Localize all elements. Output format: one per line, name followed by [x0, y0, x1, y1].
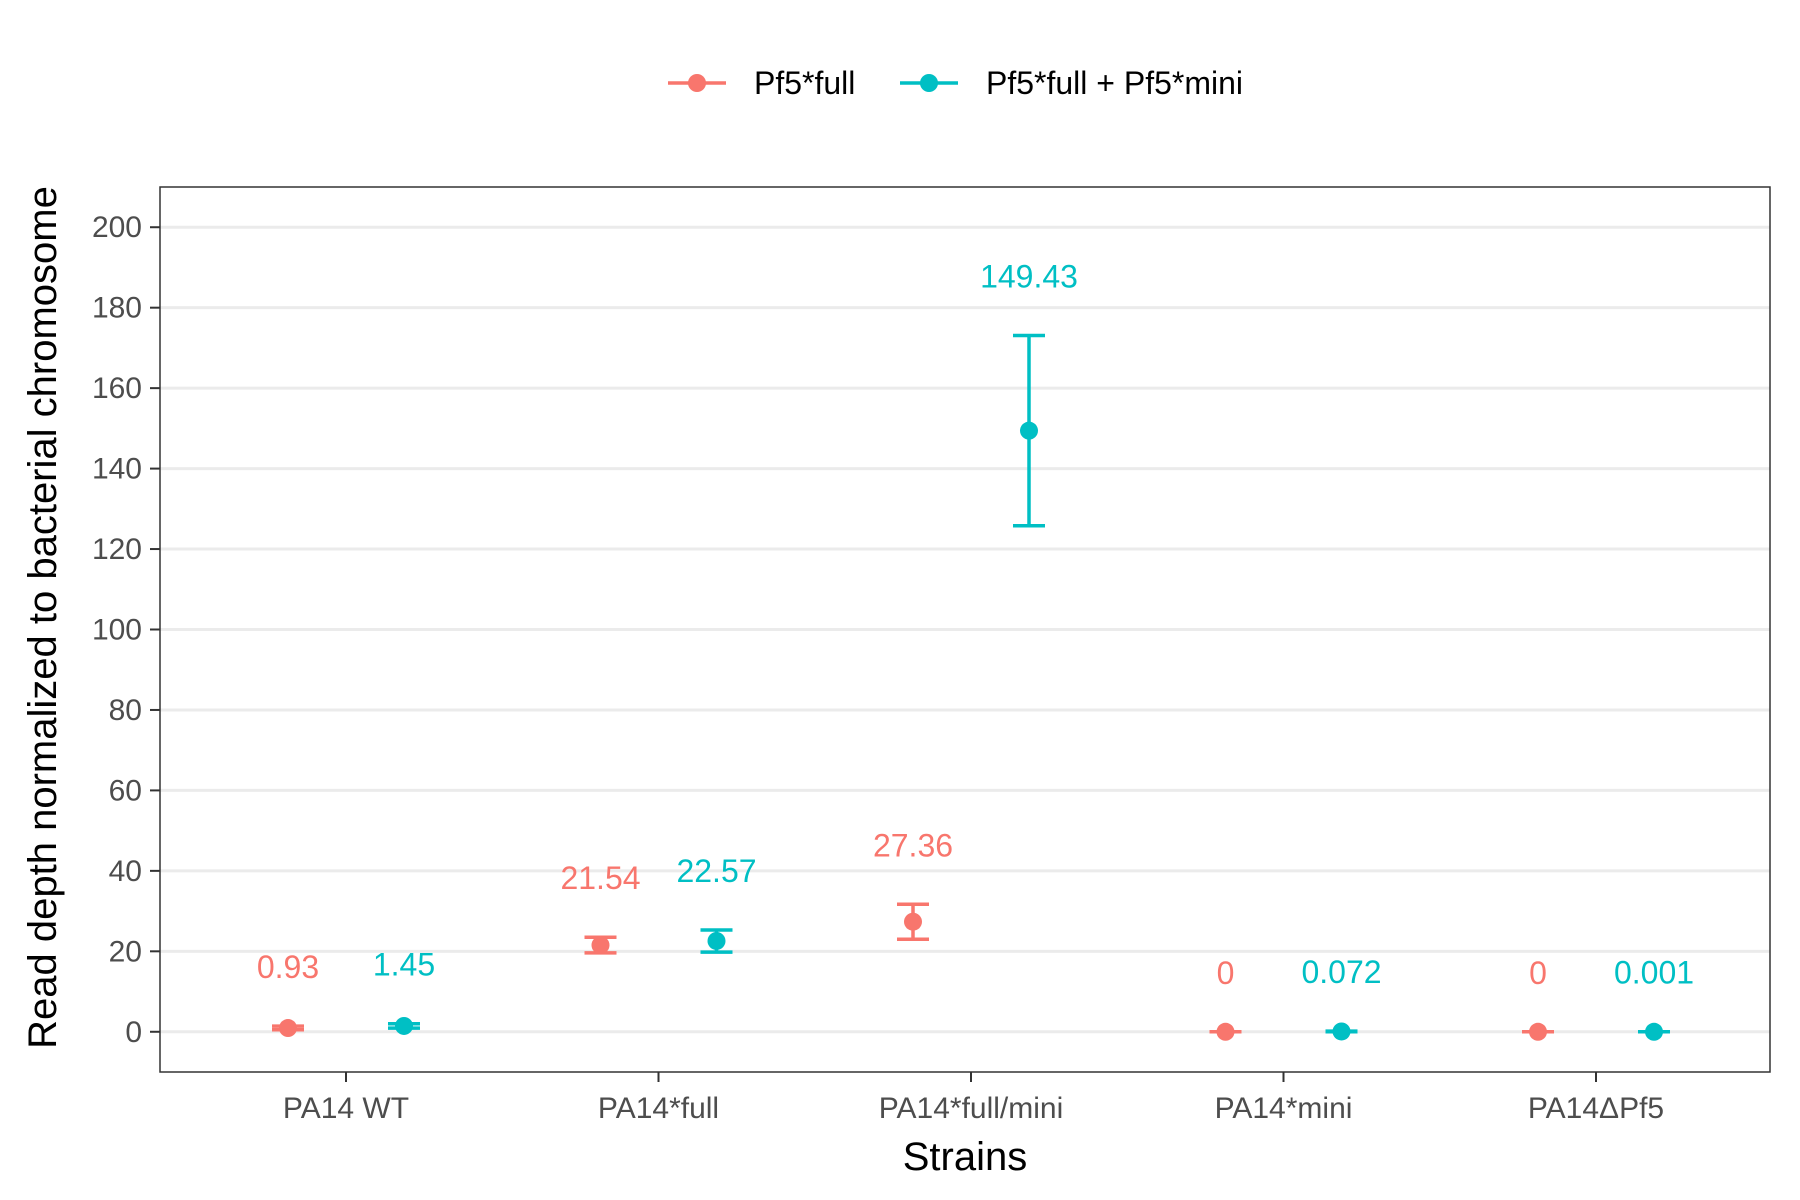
- legend-label: Pf5*full: [754, 65, 855, 101]
- y-tick-label: 80: [109, 694, 142, 727]
- x-tick-label: PA14*full: [598, 1092, 719, 1125]
- data-point: [1645, 1022, 1663, 1041]
- x-axis-ticks: PA14 WT PA14*full PA14*full/mini PA14*mini P…: [283, 1072, 1664, 1125]
- y-tick-label: 140: [92, 453, 142, 486]
- data-label: 21.54: [560, 860, 640, 896]
- data-label: 0: [1217, 955, 1235, 991]
- y-tick-label: 40: [109, 855, 142, 888]
- y-tick-label: 60: [109, 774, 142, 807]
- data-point: [904, 912, 922, 931]
- data-label: 0.001: [1614, 955, 1694, 991]
- data-point: [395, 1016, 413, 1035]
- x-tick-label: PA14*full/mini: [879, 1092, 1064, 1125]
- y-axis-ticks: 0 20 40 60 80 100 120 140 160 180 200: [92, 211, 160, 1049]
- data-label: 22.57: [676, 853, 756, 889]
- y-tick-label: 160: [92, 372, 142, 405]
- data-point: [1332, 1022, 1351, 1041]
- data-point: [279, 1019, 297, 1038]
- y-axis-title: Read depth normalized to bacterial chrom…: [21, 186, 65, 1049]
- data-label: 0.93: [257, 949, 319, 985]
- data-point: [591, 936, 610, 955]
- x-tick-label: PA14*mini: [1215, 1092, 1353, 1125]
- x-tick-label: PA14 WT: [283, 1092, 409, 1125]
- grid-lines: [160, 225, 1770, 1034]
- data-point: [1529, 1022, 1547, 1041]
- data-label: 1.45: [373, 947, 435, 983]
- y-tick-label: 120: [92, 533, 142, 566]
- data-label: 0.072: [1301, 954, 1381, 990]
- y-tick-label: 200: [92, 211, 142, 244]
- legend-key-point: [688, 74, 706, 92]
- plot-panel-border: [159, 186, 1771, 1073]
- y-tick-label: 20: [109, 935, 142, 968]
- data-label: 0: [1529, 955, 1547, 991]
- y-tick-label: 0: [125, 1016, 142, 1049]
- data-point: [707, 931, 726, 950]
- legend: Pf5*full Pf5*full + Pf5*mini: [668, 65, 1243, 101]
- data-point: [1020, 421, 1038, 440]
- data-label: 149.43: [980, 258, 1078, 294]
- data-point: [1216, 1022, 1235, 1041]
- data-marks: 0.93 21.54 27.36 0 0 1.45 22.57 149.43 0.072 0.00…: [257, 258, 1694, 1041]
- x-tick-label: PA14ΔPf5: [1528, 1092, 1664, 1125]
- legend-label: Pf5*full + Pf5*mini: [986, 65, 1243, 101]
- y-tick-label: 180: [92, 292, 142, 325]
- legend-key-point: [920, 74, 938, 92]
- y-tick-label: 100: [92, 614, 142, 647]
- data-label: 27.36: [873, 827, 953, 863]
- x-axis-title: Strains: [903, 1135, 1028, 1179]
